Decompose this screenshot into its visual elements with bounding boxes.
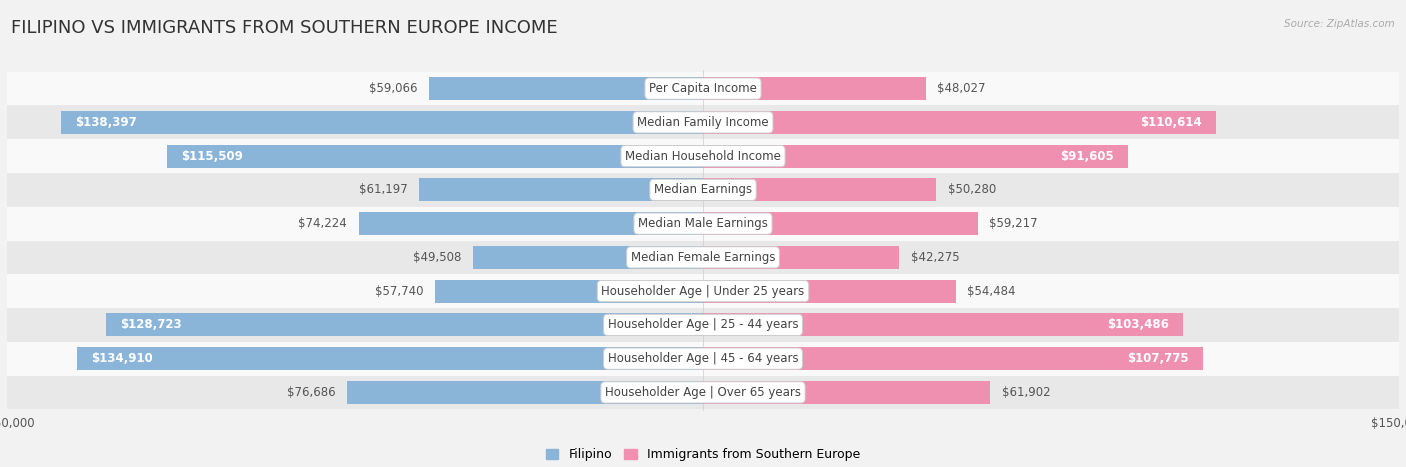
Text: FILIPINO VS IMMIGRANTS FROM SOUTHERN EUROPE INCOME: FILIPINO VS IMMIGRANTS FROM SOUTHERN EUR… (11, 19, 558, 37)
Bar (703, 212, 977, 235)
Text: $110,614: $110,614 (1140, 116, 1202, 129)
Text: $54,484: $54,484 (967, 284, 1017, 297)
Text: $128,723: $128,723 (120, 318, 181, 332)
Text: $134,910: $134,910 (91, 352, 153, 365)
Bar (7, 207, 1399, 241)
Text: Source: ZipAtlas.com: Source: ZipAtlas.com (1284, 19, 1395, 28)
Text: Householder Age | 45 - 64 years: Householder Age | 45 - 64 years (607, 352, 799, 365)
Text: $57,740: $57,740 (375, 284, 423, 297)
Bar (7, 375, 1399, 409)
Text: $59,217: $59,217 (990, 217, 1038, 230)
Bar (7, 139, 1399, 173)
Bar (703, 178, 936, 201)
Text: Median Female Earnings: Median Female Earnings (631, 251, 775, 264)
Bar (429, 77, 703, 100)
Text: $138,397: $138,397 (75, 116, 136, 129)
Bar (347, 381, 703, 404)
Text: Householder Age | Under 25 years: Householder Age | Under 25 years (602, 284, 804, 297)
Text: Householder Age | 25 - 44 years: Householder Age | 25 - 44 years (607, 318, 799, 332)
Bar (7, 274, 1399, 308)
Bar (703, 313, 1184, 336)
Text: $74,224: $74,224 (298, 217, 347, 230)
Bar (167, 145, 703, 168)
Bar (105, 313, 703, 336)
Bar (7, 308, 1399, 342)
Text: $48,027: $48,027 (938, 82, 986, 95)
Text: $115,509: $115,509 (181, 149, 243, 163)
Bar (703, 280, 956, 303)
Text: $76,686: $76,686 (287, 386, 336, 399)
Bar (60, 111, 703, 134)
Text: Median Household Income: Median Household Income (626, 149, 780, 163)
Bar (434, 280, 703, 303)
Bar (703, 381, 990, 404)
Text: $103,486: $103,486 (1108, 318, 1170, 332)
Bar (7, 72, 1399, 106)
Bar (703, 111, 1216, 134)
Bar (703, 145, 1128, 168)
Bar (7, 173, 1399, 207)
Text: $91,605: $91,605 (1060, 149, 1114, 163)
Text: Median Family Income: Median Family Income (637, 116, 769, 129)
Text: $50,280: $50,280 (948, 184, 995, 197)
Text: Median Earnings: Median Earnings (654, 184, 752, 197)
Bar (703, 77, 925, 100)
Text: $59,066: $59,066 (368, 82, 418, 95)
Text: Householder Age | Over 65 years: Householder Age | Over 65 years (605, 386, 801, 399)
Bar (474, 246, 703, 269)
Legend: Filipino, Immigrants from Southern Europe: Filipino, Immigrants from Southern Europ… (541, 443, 865, 466)
Bar (703, 347, 1204, 370)
Text: $107,775: $107,775 (1128, 352, 1189, 365)
Text: $49,508: $49,508 (413, 251, 461, 264)
Text: Median Male Earnings: Median Male Earnings (638, 217, 768, 230)
Text: $42,275: $42,275 (911, 251, 959, 264)
Bar (7, 342, 1399, 375)
Bar (359, 212, 703, 235)
Bar (419, 178, 703, 201)
Text: Per Capita Income: Per Capita Income (650, 82, 756, 95)
Text: $61,197: $61,197 (359, 184, 408, 197)
Bar (7, 106, 1399, 139)
Bar (703, 246, 900, 269)
Text: $61,902: $61,902 (1002, 386, 1050, 399)
Bar (77, 347, 703, 370)
Bar (7, 241, 1399, 274)
